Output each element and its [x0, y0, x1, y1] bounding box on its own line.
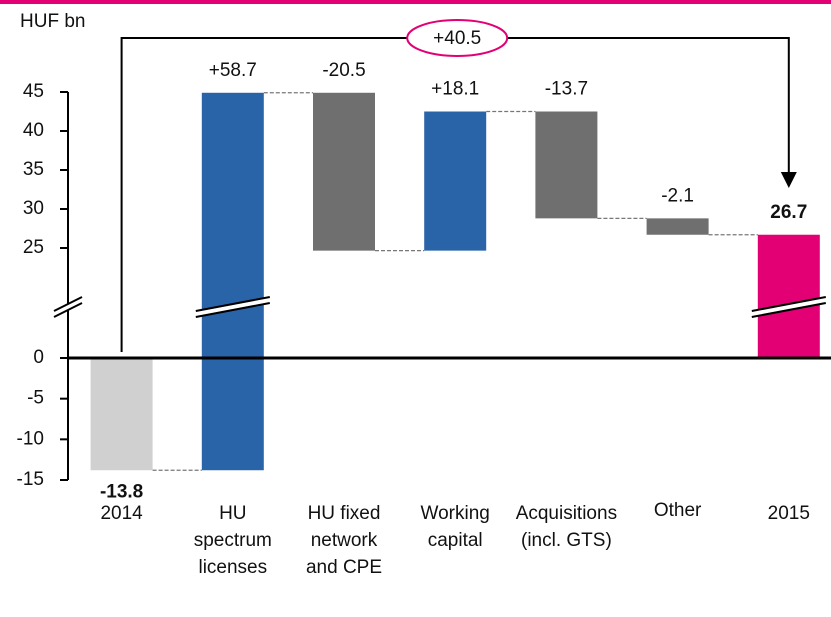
x-tick-label: HU fixed network and CPE	[305, 503, 383, 578]
bar	[424, 111, 487, 251]
y-tick-label: 25	[23, 237, 44, 258]
value-label: +58.7	[209, 60, 257, 81]
axis-break-mark	[53, 302, 83, 318]
value-label: +18.1	[431, 79, 479, 100]
value-label: 26.7	[770, 202, 807, 223]
axis-break-mark	[195, 296, 270, 312]
axis-break-mark	[195, 302, 270, 318]
y-tick-label: 45	[23, 81, 44, 102]
x-tick-label: Working capital	[420, 503, 490, 551]
x-tick-label: HU spectrum licenses	[193, 503, 272, 578]
axis-break-mark	[751, 302, 826, 318]
bar	[201, 92, 264, 471]
axis-break-mark	[751, 296, 826, 312]
axis-break-gap	[54, 297, 82, 317]
x-tick-label: 2015	[767, 503, 810, 524]
value-label: -13.8	[100, 481, 143, 502]
axis-break-gap	[751, 297, 826, 317]
value-label: -20.5	[322, 60, 365, 81]
annotation: +40.5	[433, 28, 481, 49]
axis-break-mark	[53, 296, 83, 312]
arrow-head	[780, 172, 797, 188]
y-tick-label: 30	[23, 198, 44, 219]
value-label: -2.1	[661, 185, 694, 206]
y-tick-label: -5	[27, 388, 44, 409]
x-tick-label: Acquisitions (incl. GTS)	[515, 503, 618, 551]
unit-label: HUF bn	[20, 11, 85, 32]
annotation-frame	[406, 19, 509, 57]
x-tick-label: 2014	[100, 503, 143, 524]
y-tick-label: -10	[17, 428, 44, 449]
bar	[90, 358, 153, 471]
value-label: -13.7	[545, 79, 588, 100]
top-band	[0, 0, 831, 4]
bar	[313, 92, 375, 251]
y-tick-label: 0	[33, 347, 44, 368]
y-tick-label: -15	[17, 469, 44, 490]
bar	[535, 111, 598, 219]
x-tick-label: Other	[653, 500, 702, 521]
axis-break-gap	[195, 297, 270, 317]
bar	[757, 234, 820, 358]
y-tick-label: 35	[23, 159, 44, 180]
bar	[646, 218, 709, 235]
y-tick-label: 40	[23, 120, 44, 141]
